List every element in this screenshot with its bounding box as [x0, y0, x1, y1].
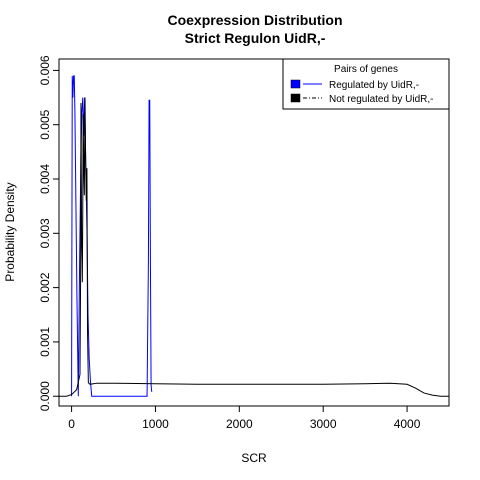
y-tick-label: 0.003	[38, 218, 52, 248]
x-axis-label: SCR	[241, 451, 267, 465]
series-layer	[59, 75, 449, 397]
y-axis-label: Probability Density	[3, 182, 17, 281]
y-tick-label: 0.002	[38, 272, 52, 302]
legend-swatch-regulated	[290, 79, 301, 89]
legend-label-regulated: Regulated by UidR,-	[329, 80, 419, 91]
legend: Pairs of genes Regulated by UidR,- Not r…	[282, 58, 450, 110]
chart-subtitle: Strict Regulon UidR,-	[185, 30, 326, 46]
y-axis: 0.000 0.001 0.002 0.003 0.004 0.005 0.006	[38, 55, 60, 411]
x-tick-label: 2000	[226, 417, 253, 431]
y-tick-label: 0.001	[38, 327, 52, 357]
legend-label-not-regulated: Not regulated by UidR,-	[329, 94, 434, 105]
x-axis: 0 1000 2000 3000 4000	[68, 405, 421, 431]
y-tick-label: 0.000	[38, 381, 52, 411]
chart-title: Coexpression Distribution	[167, 12, 342, 28]
y-tick-label: 0.005	[38, 109, 52, 139]
x-tick-label: 3000	[310, 417, 337, 431]
y-tick-label: 0.004	[38, 164, 52, 194]
legend-swatch-not-regulated	[290, 93, 301, 103]
x-tick-label: 1000	[142, 417, 169, 431]
series-line-not-regulated	[59, 97, 449, 397]
x-tick-label: 4000	[394, 417, 421, 431]
legend-title: Pairs of genes	[334, 64, 398, 75]
x-tick-label: 0	[68, 417, 75, 431]
y-tick-label: 0.006	[38, 55, 52, 85]
